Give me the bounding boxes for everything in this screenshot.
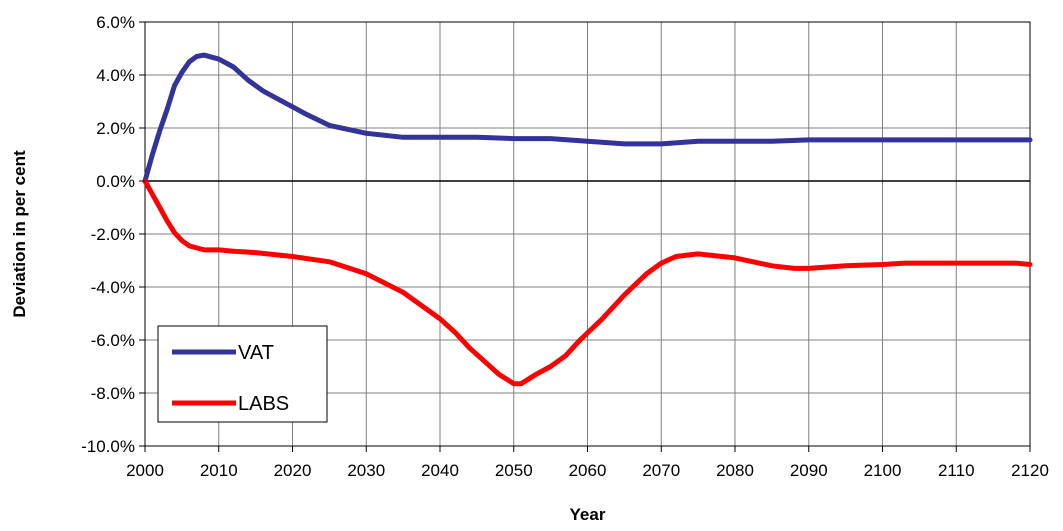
- x-tick-label: 2060: [569, 461, 607, 480]
- x-tick-label: 2080: [716, 461, 754, 480]
- y-tick-label: -2.0%: [91, 225, 135, 244]
- x-tick-label: 2090: [790, 461, 828, 480]
- y-tick-label: 2.0%: [96, 119, 135, 138]
- legend-label-vat: VAT: [238, 342, 274, 364]
- y-tick-label: 6.0%: [96, 13, 135, 32]
- legend: VAT LABS: [157, 325, 328, 423]
- y-tick-label: -6.0%: [91, 331, 135, 350]
- x-tick-label: 2110: [938, 461, 975, 480]
- x-tick-label: 2030: [347, 461, 385, 480]
- x-tick-label: 2070: [642, 461, 680, 480]
- x-tick-label: 2020: [274, 461, 312, 480]
- x-tick-label: 2050: [495, 461, 533, 480]
- series-lines: [142, 52, 1033, 387]
- legend-label-labs: LABS: [238, 393, 289, 415]
- x-tick-label: 2120: [1011, 461, 1049, 480]
- y-tick-label: -10.0%: [81, 437, 135, 456]
- y-tick-label: 0.0%: [96, 172, 135, 191]
- x-tick-label: 2010: [200, 461, 238, 480]
- x-tick-label: 2000: [126, 461, 164, 480]
- y-axis-title: Deviation in per cent: [10, 150, 29, 318]
- y-tick-label: 4.0%: [96, 66, 135, 85]
- x-tick-label: 2100: [864, 461, 902, 480]
- legend-box: [157, 325, 328, 423]
- series-line-vat: [142, 52, 1033, 184]
- x-axis-title: Year: [570, 505, 606, 524]
- x-tick-label: 2040: [421, 461, 459, 480]
- y-axis-ticks: 6.0% 4.0% 2.0% 0.0% -2.0% -4.0% -6.0% -8.0% -10.…: [81, 13, 145, 456]
- x-axis-ticks: 2000 2010 2020 2030 2040 2050 2060 2070 2080 2090…: [126, 446, 1049, 480]
- y-tick-label: -4.0%: [91, 278, 135, 297]
- series-line-labs: [142, 178, 1033, 387]
- y-tick-label: -8.0%: [91, 384, 135, 403]
